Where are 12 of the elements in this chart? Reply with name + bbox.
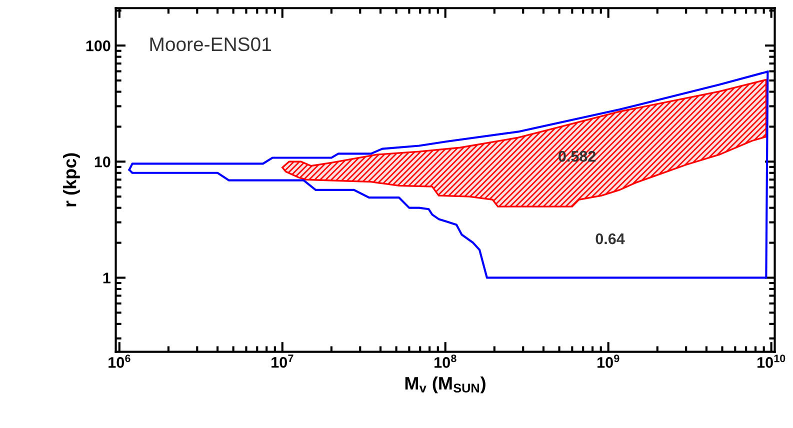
- annotation: Moore-ENS01: [150, 37, 271, 52]
- x-tick-label: 10$^{8}$: [434, 354, 456, 368]
- x-axis-title: M$_{v}$ (M$_{SUN}$): [405, 376, 486, 394]
- x-tick-label: 10$^{10}$: [758, 354, 786, 368]
- x-tick-label: 10$^{9}$: [598, 354, 620, 368]
- x-tick-label: 10$^{7}$: [272, 354, 294, 368]
- y-tick-label: 1: [103, 272, 110, 284]
- annotation: 0.64: [596, 233, 625, 244]
- y-tick-label: 10: [94, 156, 110, 168]
- x-tick-label: 10$^{6}$: [108, 354, 130, 368]
- y-tick-label: 100: [86, 40, 110, 52]
- y-axis-title: r (kpc): [63, 153, 80, 206]
